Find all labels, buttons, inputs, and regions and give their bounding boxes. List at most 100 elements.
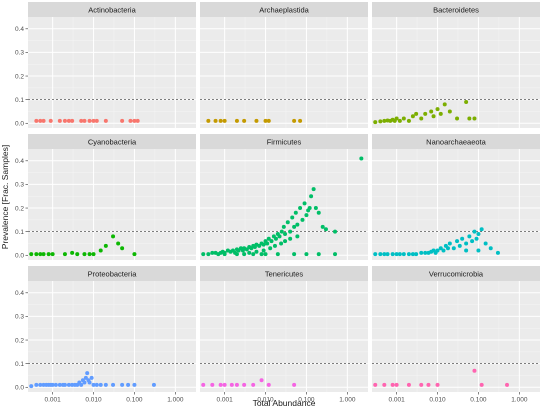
data-point <box>390 382 395 387</box>
data-point <box>266 382 271 387</box>
data-point <box>445 246 450 251</box>
data-point <box>382 118 387 123</box>
data-point <box>218 118 223 123</box>
data-point <box>394 382 399 387</box>
data-point <box>455 239 460 244</box>
y-tick-label: 0.1 <box>15 229 24 236</box>
data-point <box>373 252 378 257</box>
data-point <box>261 248 266 253</box>
data-point <box>470 239 475 244</box>
data-point <box>298 206 303 211</box>
data-point <box>38 382 43 387</box>
data-point <box>98 382 103 387</box>
data-point <box>87 380 92 385</box>
data-point <box>46 252 51 257</box>
data-point <box>442 102 447 107</box>
data-point <box>426 382 431 387</box>
panel-background <box>372 17 540 128</box>
data-point <box>488 246 493 251</box>
data-point <box>307 206 312 211</box>
facet-panel-actinobacteria: Actinobacteria <box>28 2 196 128</box>
x-axis-title: Total Abundance <box>253 398 316 408</box>
data-point <box>218 382 223 387</box>
data-point <box>263 118 268 123</box>
data-point <box>472 368 477 373</box>
x-tick-label: 0.010 <box>257 397 274 404</box>
data-point <box>290 215 295 220</box>
x-tick-label: 1.000 <box>511 397 528 404</box>
data-point <box>304 213 309 218</box>
x-tick-label: 0.010 <box>85 397 102 404</box>
data-point <box>41 252 46 257</box>
data-point <box>234 252 239 257</box>
data-point <box>222 382 227 387</box>
y-tick-label: 0.4 <box>15 158 24 165</box>
panel-background <box>200 281 368 392</box>
data-point <box>447 109 452 114</box>
data-point <box>333 252 338 257</box>
data-point <box>94 118 99 123</box>
data-point <box>451 246 456 251</box>
data-point <box>414 111 419 116</box>
data-point <box>483 241 488 246</box>
data-point <box>419 382 424 387</box>
data-point <box>79 382 84 387</box>
x-tick-label: 0.010 <box>429 397 446 404</box>
data-point <box>474 236 479 241</box>
data-point <box>266 236 271 241</box>
data-point <box>116 241 121 246</box>
data-point <box>316 252 321 257</box>
data-point <box>41 382 46 387</box>
data-point <box>277 234 282 239</box>
facet-strip <box>200 2 368 17</box>
data-point <box>132 118 137 123</box>
data-point <box>120 118 125 123</box>
data-point <box>495 250 500 255</box>
data-point <box>292 252 297 257</box>
data-point <box>263 252 268 257</box>
data-point <box>390 252 395 257</box>
data-point <box>247 250 252 255</box>
data-point <box>279 241 284 246</box>
facet-strip <box>28 266 196 281</box>
y-tick-label: 0.3 <box>15 50 24 57</box>
data-point <box>57 118 62 123</box>
data-point <box>438 246 443 251</box>
data-point <box>251 382 256 387</box>
facet-strip-label: Verrucomicrobia <box>429 270 484 279</box>
y-tick-label: 0.4 <box>15 290 24 297</box>
data-point <box>406 118 411 123</box>
panel-background <box>28 17 196 128</box>
data-point <box>29 384 34 389</box>
data-point <box>435 248 440 253</box>
data-point <box>82 380 87 385</box>
data-point <box>135 118 140 123</box>
data-point <box>111 382 116 387</box>
data-point <box>435 382 440 387</box>
data-point <box>423 250 428 255</box>
data-point <box>50 252 55 257</box>
facet-strip <box>200 266 368 281</box>
y-tick-label: 0.2 <box>15 205 24 212</box>
data-point <box>53 382 58 387</box>
data-point <box>213 118 218 123</box>
data-point <box>401 116 406 121</box>
data-point <box>70 382 75 387</box>
data-point <box>242 118 247 123</box>
facet-strip-label: Tenericutes <box>265 270 304 279</box>
data-point <box>254 118 259 123</box>
data-point <box>201 252 206 257</box>
data-point <box>48 118 53 123</box>
panel-background <box>28 149 196 260</box>
data-point <box>210 250 215 255</box>
x-tick-label: 0.100 <box>470 397 487 404</box>
data-point <box>268 246 273 251</box>
data-point <box>505 382 510 387</box>
data-point <box>57 382 62 387</box>
data-point <box>333 229 338 234</box>
data-point <box>242 382 247 387</box>
data-point <box>206 252 211 257</box>
data-point <box>406 382 411 387</box>
data-point <box>300 217 305 222</box>
facet-panel-archaeplastida: Archaeplastida <box>200 2 368 128</box>
